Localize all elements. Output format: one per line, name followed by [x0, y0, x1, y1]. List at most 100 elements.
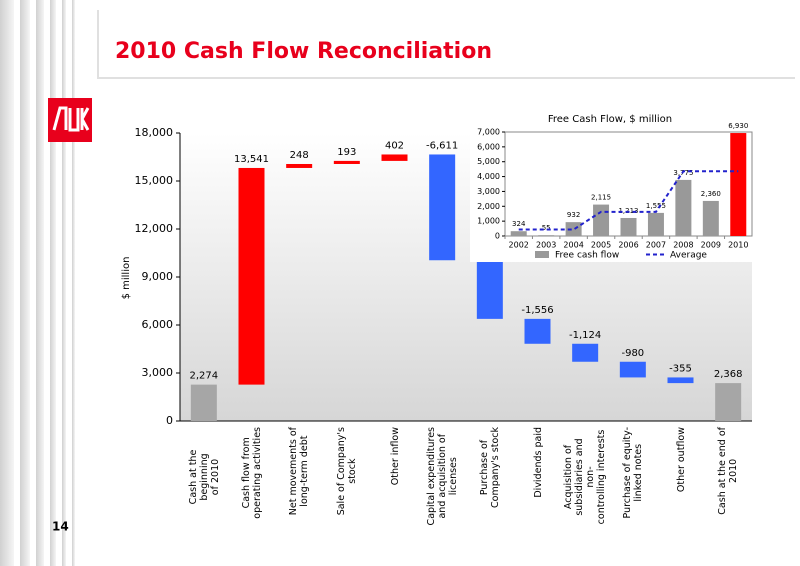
value-label: 13,541 — [234, 154, 269, 165]
value-label: 248 — [290, 150, 309, 161]
inset-value-label: 2,360 — [701, 190, 721, 198]
inset-value-label: 55 — [542, 224, 551, 232]
bar — [381, 154, 408, 161]
x-tick-label: Sale of Company's stock — [335, 427, 358, 516]
inset-bar — [593, 204, 610, 236]
legend-label: Average — [670, 251, 707, 261]
waterfall-chart: 0 3,000 6,000 9,000 12,000 15,000 18,000 $ mill… — [121, 126, 752, 427]
x-tick-label: Purchase of Company's stock — [478, 427, 501, 508]
x-tick-label-box: Purchase of equity- linked notes — [610, 427, 656, 527]
y-tick-label: 15,000 — [135, 174, 174, 187]
inset-value-label: 6,930 — [728, 122, 748, 130]
x-tick-label-box: Other outflow — [658, 427, 704, 527]
x-tick-label: Dividends paid — [532, 427, 543, 498]
x-tick-label-box: Acquisition of subsidiaries and non- con… — [562, 427, 608, 527]
inset-y-tick-label: 4,000 — [477, 172, 500, 181]
bar — [476, 260, 503, 319]
inset-bar — [675, 179, 692, 236]
value-label: 2,368 — [714, 369, 743, 380]
inset-bar — [538, 235, 555, 236]
y-axis-label: $ million — [121, 257, 132, 300]
value-label: -1,124 — [569, 330, 601, 341]
inset-title: Free Cash Flow, $ million — [548, 114, 672, 125]
decor-stripes — [0, 0, 75, 566]
x-tick-label: Other outflow — [675, 427, 686, 493]
bar — [715, 383, 742, 421]
y-tick-label: 3,000 — [142, 366, 174, 379]
inset-bar — [565, 222, 582, 236]
inset-x-tick-label: 2007 — [646, 241, 666, 250]
legend-swatch — [535, 251, 549, 258]
value-label: -355 — [669, 363, 692, 374]
inset-y-tick-label: 1,000 — [477, 217, 500, 226]
x-tick-label-box: Net movements of long-term debt — [276, 427, 322, 527]
x-tick-label: Net movements of long-term debt — [288, 427, 311, 516]
bar — [333, 160, 360, 164]
inset-y-tick-label: 6,000 — [477, 142, 500, 151]
x-tick-label: Other inflow — [389, 427, 400, 486]
bar — [190, 384, 217, 421]
x-tick-label-box: Purchase of Company's stock — [467, 427, 513, 527]
bar — [429, 154, 456, 261]
bar — [286, 163, 313, 168]
x-tick-label-box: Sale of Company's stock — [324, 427, 370, 527]
y-tick-label: 12,000 — [135, 222, 174, 235]
inset-x-tick-label: 2010 — [728, 241, 748, 250]
value-label: 402 — [385, 140, 404, 151]
x-tick-label: Acquisition of subsidiaries and non- con… — [563, 429, 608, 525]
y-tick-label: 18,000 — [135, 126, 174, 139]
inset-x-tick-label: 2002 — [509, 241, 529, 250]
y-tick-label: 0 — [166, 414, 173, 427]
value-label: -1,556 — [521, 305, 553, 316]
x-tick-label-box: Cash at the end of 2010 — [705, 427, 751, 527]
value-label: -980 — [621, 348, 644, 359]
inset-chart: Free Cash Flow, $ million 0 1,000 2,000 3,00… — [477, 114, 753, 261]
x-tick-label: Cash at the end of 2010 — [717, 427, 740, 515]
page-number: 14 — [52, 520, 69, 534]
bar — [619, 361, 646, 378]
slide-title: 2010 Cash Flow Reconciliation — [115, 39, 492, 64]
inset-value-label: 932 — [567, 211, 580, 219]
x-tick-label: Purchase of equity- linked notes — [621, 427, 644, 519]
inset-x-tick-label: 2004 — [563, 241, 583, 250]
inset-x-tick-label: 2006 — [618, 241, 638, 250]
legend-label: Free cash flow — [555, 251, 619, 261]
value-label: 193 — [337, 147, 356, 158]
inset-bar — [620, 217, 637, 236]
x-tick-label-box: Cash flow from operating activities — [229, 427, 275, 527]
inset-y-tick-label: 0 — [495, 232, 500, 241]
x-tick-label-box: Dividends paid — [515, 427, 561, 527]
logo — [48, 98, 92, 142]
inset-value-label: 2,115 — [591, 194, 611, 202]
inset-x-tick-label: 2009 — [701, 241, 721, 250]
inset-value-label: 324 — [512, 220, 526, 228]
x-tick-label-box: Cash at the beginning of 2010 — [181, 427, 227, 527]
x-tick-label: Cash flow from operating activities — [240, 427, 263, 519]
value-label: 2,274 — [190, 371, 219, 382]
x-tick-label: Capital expenditures and acquisition of … — [425, 427, 459, 526]
inset-background — [470, 110, 755, 262]
inset-y-tick-label: 2,000 — [477, 202, 500, 211]
y-tick-label: 9,000 — [142, 270, 174, 283]
bar — [572, 343, 599, 362]
x-tick-label-box: Capital expenditures and acquisition of … — [419, 427, 465, 527]
inset-bar — [702, 200, 719, 236]
x-tick-label-box: Other inflow — [372, 427, 418, 527]
value-label: -6,611 — [426, 140, 458, 151]
inset-value-label: 1,555 — [646, 202, 666, 210]
inset-bar — [647, 212, 664, 236]
bar — [238, 167, 265, 385]
inset-x-tick-label: 2005 — [591, 241, 611, 250]
bar — [524, 318, 551, 344]
inset-x-tick-label: 2008 — [673, 241, 693, 250]
x-tick-label: Cash at the beginning of 2010 — [187, 449, 221, 505]
inset-y-tick-label: 3,000 — [477, 187, 500, 196]
inset-y-tick-label: 5,000 — [477, 157, 500, 166]
inset-bar — [510, 231, 527, 236]
inset-x-tick-label: 2003 — [536, 241, 556, 250]
header-rule — [97, 10, 795, 79]
inset-y-tick-label: 7,000 — [477, 128, 500, 137]
y-tick-label: 6,000 — [142, 318, 174, 331]
